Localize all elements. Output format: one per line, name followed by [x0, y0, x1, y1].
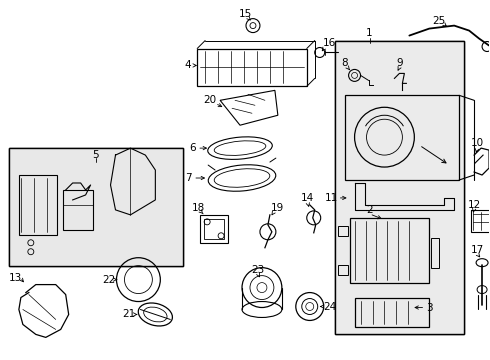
Text: 25: 25 [433, 15, 446, 26]
Text: 24: 24 [323, 302, 336, 311]
Text: 22: 22 [102, 275, 115, 285]
Text: 11: 11 [325, 193, 338, 203]
Bar [9, 148, 183, 266]
Text: 1: 1 [366, 28, 373, 37]
Text: 16: 16 [323, 37, 336, 48]
Text: 8: 8 [342, 58, 348, 68]
Bar [431, 238, 439, 268]
Bar [338, 265, 347, 275]
Text: 23: 23 [251, 265, 265, 275]
Text: 17: 17 [470, 245, 484, 255]
Text: 7: 7 [185, 173, 192, 183]
Bar [349, 218, 429, 283]
Text: 10: 10 [470, 138, 484, 148]
Text: 20: 20 [203, 95, 217, 105]
Bar [471, 210, 490, 232]
Text: 6: 6 [189, 143, 196, 153]
Bar [19, 175, 57, 235]
Bar [335, 41, 464, 334]
Bar [63, 190, 93, 230]
Bar [9, 148, 183, 266]
Bar [338, 226, 347, 236]
Text: 15: 15 [238, 9, 252, 19]
Text: 5: 5 [92, 150, 99, 160]
Bar [204, 219, 224, 239]
Bar [355, 298, 429, 328]
Text: 3: 3 [426, 302, 433, 312]
Bar [344, 95, 459, 180]
Bar [9, 148, 183, 266]
Text: 18: 18 [192, 203, 205, 213]
Text: 12: 12 [467, 200, 481, 210]
Bar [200, 215, 228, 243]
Bar [335, 41, 464, 334]
Bar [335, 41, 464, 334]
Bar [197, 49, 307, 86]
Text: 19: 19 [271, 203, 285, 213]
Text: 14: 14 [301, 193, 315, 203]
Text: 21: 21 [122, 310, 135, 319]
Text: 2: 2 [366, 205, 373, 215]
Text: 9: 9 [396, 58, 403, 68]
Text: 13: 13 [9, 273, 23, 283]
Text: 4: 4 [185, 60, 192, 71]
